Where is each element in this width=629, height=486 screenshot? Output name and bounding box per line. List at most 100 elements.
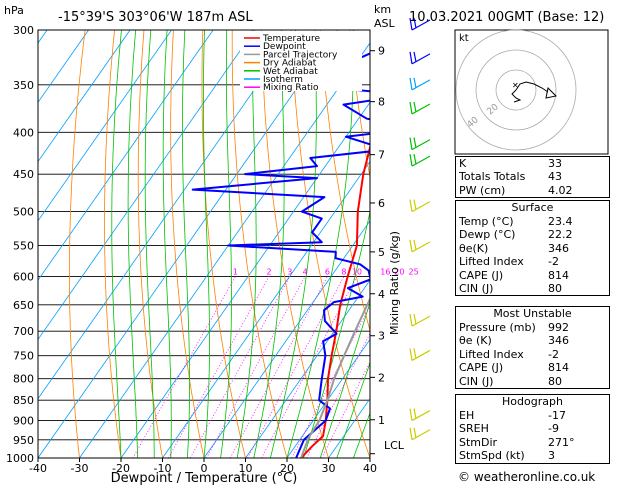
- isotherm-line: [286, 338, 370, 458]
- isotherm-line: [203, 220, 370, 458]
- km-tick-label: 3: [378, 330, 385, 343]
- hodograph-row: EH -17: [459, 409, 566, 422]
- wind-barb: [409, 137, 431, 151]
- hodograph: kt 20 40 ✕: [454, 29, 609, 155]
- parcel-trajectory-line: [300, 296, 370, 458]
- isotherm-line: [38, 30, 131, 163]
- hodograph-ring-20: [495, 69, 537, 111]
- mixing-ratio-line: [229, 276, 328, 458]
- series-lines: [191, 52, 370, 458]
- km-tick-label: 9: [378, 45, 385, 58]
- surface-row: Dewp (°C) 22.2: [459, 228, 573, 242]
- most-unstable-row: Pressure (mb) 992: [459, 321, 569, 334]
- mixing-ratio-line: [321, 361, 370, 458]
- isotherm-line: [0, 30, 6, 458]
- dry-adiabat-line: [320, 30, 370, 332]
- wet-adiabat-line: [336, 361, 370, 458]
- wet-adiabat-line: [162, 30, 172, 458]
- most-unstable-row: CIN (J) 80: [459, 374, 562, 388]
- most-unstable-row: CAPE (J) 814: [459, 361, 569, 375]
- hodograph-marker: [545, 86, 558, 99]
- wind-barbs: [409, 17, 431, 441]
- pressure-tick-label: 600: [13, 270, 34, 283]
- km-label: km: [374, 3, 391, 16]
- wet-adiabat-line: [253, 30, 285, 458]
- km-tick-label: 5: [378, 246, 385, 259]
- mixing-ratio-value-label: 1: [233, 267, 238, 276]
- wet-adiabat-line: [303, 209, 370, 458]
- pressure-tick-label: 350: [13, 79, 34, 92]
- wet-adiabat-line: [182, 30, 191, 458]
- wind-barb: [409, 77, 431, 91]
- km-ticks: 9 8 7 6 5 4 3 2 1: [370, 45, 385, 455]
- pressure-tick-label: 700: [13, 325, 34, 338]
- wind-barb: [409, 17, 431, 31]
- km-tick-label: 8: [378, 96, 385, 109]
- pressure-tick-label: 300: [13, 24, 34, 37]
- index-pw: PW (cm) 4.02: [459, 183, 573, 197]
- mixing-ratio-value-label: 6: [325, 267, 330, 276]
- temperature-tick-label: 40: [363, 462, 377, 475]
- dry-adiabat-line: [201, 30, 246, 458]
- km-tick-label: 1: [378, 414, 385, 427]
- dewpoint-line: [191, 52, 370, 458]
- temperature-tick-label: -30: [71, 462, 89, 475]
- dry-adiabat-line: [290, 30, 370, 458]
- surface-row: Temp (°C) 23.4: [459, 215, 573, 228]
- wet-adiabat-line: [111, 30, 122, 458]
- mixing-ratio-line: [206, 276, 306, 458]
- index-totals: Totals Totals 43: [459, 170, 562, 184]
- isotherm-line: [38, 30, 89, 103]
- dry-adiabat-line: [69, 30, 86, 458]
- pressure-tick-label: 750: [13, 350, 34, 363]
- most-unstable-row: θe (K) 346: [459, 334, 569, 348]
- wind-barb: [409, 51, 431, 65]
- isotherm-line: [38, 30, 172, 222]
- isotherm-line: [79, 42, 370, 458]
- pressure-tick-label: 400: [13, 126, 34, 139]
- mixing-ratio-line: [190, 276, 291, 458]
- mixing-ratio-line: [168, 276, 270, 458]
- pressure-tick-label: 450: [13, 168, 34, 181]
- wind-barb: [409, 313, 431, 327]
- index-k: K 33: [459, 157, 562, 170]
- indices-panel: K 33 Totals Totals 43 PW (cm) 4.02: [455, 156, 610, 199]
- hodograph-ring-40: [475, 49, 557, 131]
- mixing-ratio-value-label: 16: [380, 267, 390, 276]
- mixing-ratio-value-label: 25: [408, 267, 418, 276]
- most-unstable-title: Most Unstable: [493, 307, 572, 320]
- dry-adiabat-line: [137, 30, 163, 458]
- temperature-tick-label: 0: [201, 462, 208, 475]
- pressure-tick-label: 900: [13, 415, 34, 428]
- surface-row: Lifted Index -2: [459, 255, 559, 269]
- wind-barb: [409, 199, 431, 213]
- temperature-line: [300, 143, 370, 458]
- wet-adiabat-line: [286, 30, 355, 458]
- legend-entry-label: Mixing Ratio: [263, 83, 319, 93]
- legend-entry-label: Isotherm: [263, 75, 303, 85]
- legend-entry-label: Wet Adiabat: [263, 67, 318, 77]
- temperature-tick-label: -20: [112, 462, 130, 475]
- dry-adiabat-line: [231, 30, 288, 458]
- isotherm-line: [38, 30, 214, 281]
- temperature-ticks: -40 -30 -20 -10 0 10 20 30 40: [29, 458, 377, 475]
- hodograph-trace: [515, 81, 549, 93]
- isotherm-line: [38, 30, 338, 458]
- dry-adiabat-line: [349, 30, 370, 180]
- mixing-ratio-axis-label: Mixing Ratio (g/kg): [388, 231, 401, 335]
- hodograph-unit-label: kt: [459, 33, 469, 44]
- wet-adiabat-line: [127, 30, 139, 458]
- wind-barb: [409, 427, 431, 441]
- wind-barb: [409, 154, 431, 167]
- wind-barb: [409, 348, 431, 361]
- hodograph-ring-60: [455, 29, 577, 151]
- wet-adiabat-line: [202, 30, 210, 458]
- wet-adiabat-line: [236, 30, 257, 458]
- dry-adiabat-line: [170, 30, 205, 458]
- location-title: -15°39'S 303°06'W 187m ASL: [58, 10, 253, 25]
- pressure-tick-label: 500: [13, 206, 34, 219]
- wet-adiabat-line: [270, 30, 317, 458]
- km-tick-label: 7: [378, 149, 385, 162]
- pressure-ticks: 300 350 400 450 500 550 600 650 700 750 800 850 900 9…: [6, 24, 34, 465]
